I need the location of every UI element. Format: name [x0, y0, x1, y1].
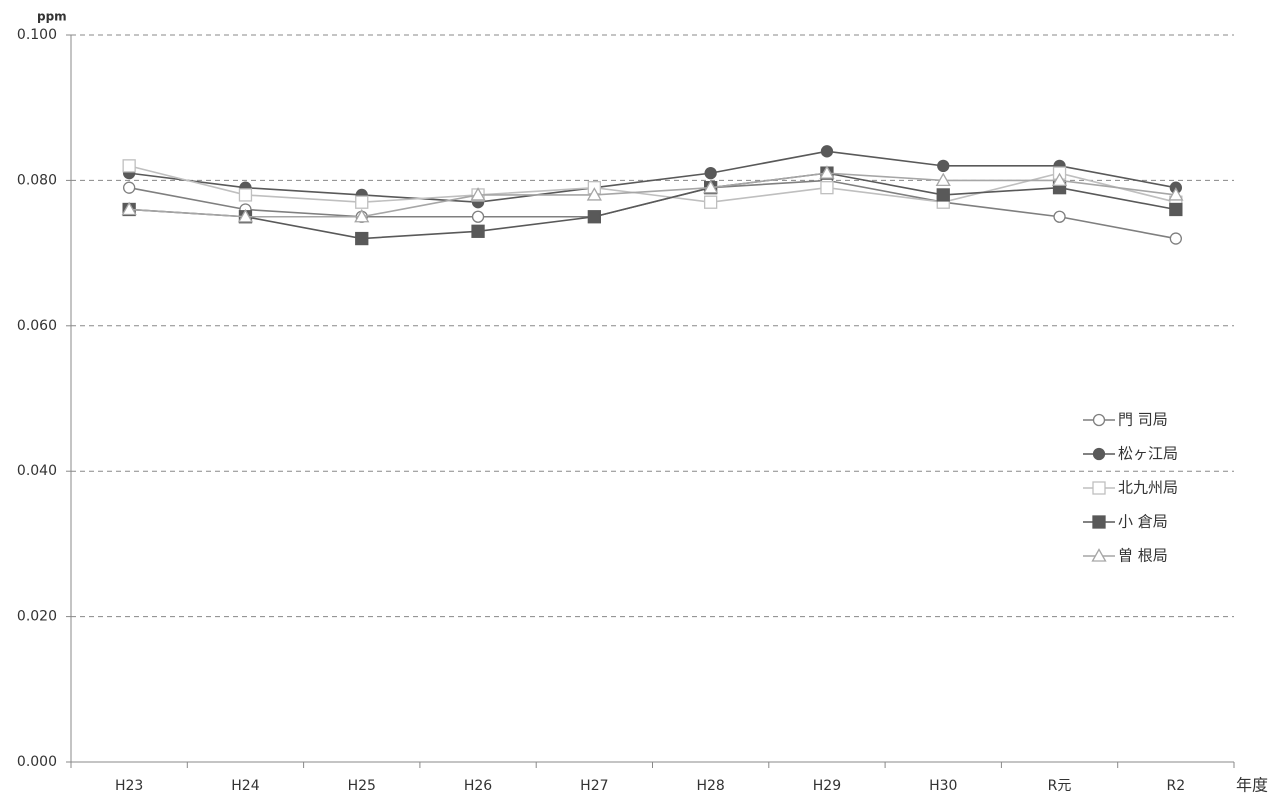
legend-label: 曽 根局 — [1118, 547, 1168, 565]
marker — [703, 179, 719, 194]
marker — [819, 165, 835, 179]
y-axis-label: ppm — [37, 10, 67, 24]
x-tick-label: H26 — [464, 778, 492, 794]
marker — [1169, 202, 1183, 217]
marker — [1168, 187, 1184, 201]
marker — [122, 159, 136, 173]
series-line — [129, 172, 1176, 218]
legend-label: 門 司局 — [1118, 411, 1168, 429]
x-tick-label: H30 — [929, 778, 957, 794]
marker — [471, 224, 485, 238]
x-tick-label: H29 — [813, 778, 841, 794]
marker — [935, 172, 951, 187]
x-tick-label: H25 — [348, 778, 376, 794]
marker — [586, 187, 602, 201]
marker — [1051, 172, 1068, 187]
marker — [937, 159, 950, 173]
marker — [1169, 232, 1182, 245]
marker — [1092, 413, 1106, 427]
marker — [1092, 515, 1106, 529]
marker — [355, 231, 369, 246]
marker — [1091, 548, 1107, 562]
marker — [1092, 447, 1106, 461]
marker — [1053, 210, 1066, 223]
marker — [704, 195, 718, 209]
marker — [355, 195, 369, 209]
x-tick-label: R2 — [1167, 778, 1186, 794]
x-tick-label: H28 — [696, 778, 724, 794]
series-line — [128, 165, 1177, 204]
x-tick-label: R元 — [1048, 778, 1072, 794]
x-axis-label: 年度 — [1236, 776, 1268, 795]
series-line — [129, 150, 1176, 204]
series-line — [129, 179, 1176, 240]
marker — [470, 187, 486, 201]
x-tick-label: H23 — [115, 778, 143, 794]
legend-label: 松ヶ江局 — [1118, 445, 1178, 463]
marker — [121, 201, 137, 216]
y-tick-label: 0.060 — [17, 318, 57, 334]
marker — [587, 210, 601, 224]
y-tick-label: 0.020 — [17, 609, 57, 625]
marker — [122, 181, 136, 194]
marker — [936, 188, 950, 202]
marker — [238, 188, 253, 202]
x-tick-label: H27 — [580, 778, 608, 794]
marker — [1092, 481, 1106, 495]
legend-label: 小 倉局 — [1118, 513, 1168, 531]
y-tick-label: 0.080 — [17, 172, 57, 188]
y-tick-label: 0.040 — [17, 463, 57, 479]
marker — [820, 181, 834, 195]
marker — [354, 208, 370, 223]
series-line — [129, 172, 1176, 240]
marker — [704, 166, 717, 180]
y-tick-label: 0.000 — [17, 754, 57, 770]
marker — [820, 145, 834, 158]
x-tick-label: H24 — [231, 778, 259, 794]
marker — [471, 210, 485, 223]
marker — [237, 208, 254, 223]
y-tick-label: 0.100 — [17, 27, 57, 43]
legend-label: 北九州局 — [1118, 479, 1178, 497]
